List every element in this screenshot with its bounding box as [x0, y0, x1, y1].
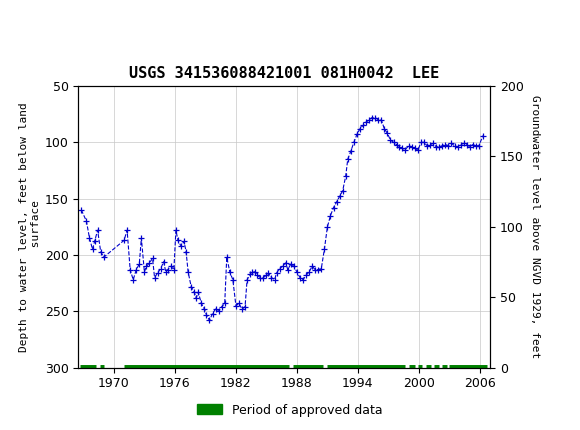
- Legend: Period of approved data: Period of approved data: [192, 399, 388, 421]
- Y-axis label: Depth to water level, feet below land
 surface: Depth to water level, feet below land su…: [19, 102, 41, 352]
- Text: ≋: ≋: [8, 9, 21, 27]
- Text: USGS: USGS: [38, 9, 93, 27]
- Y-axis label: Groundwater level above NGVD 1929, feet: Groundwater level above NGVD 1929, feet: [530, 95, 541, 359]
- Title: USGS 341536088421001 081H0042  LEE: USGS 341536088421001 081H0042 LEE: [129, 66, 439, 81]
- Bar: [3, 3, 72, 32]
